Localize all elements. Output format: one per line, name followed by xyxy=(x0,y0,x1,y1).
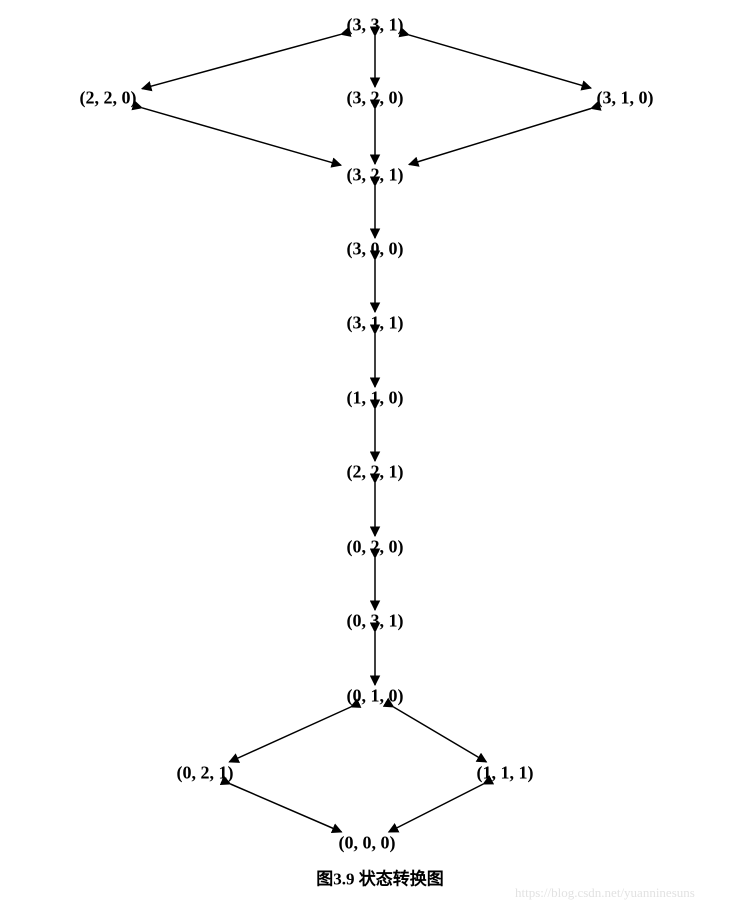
state-node: (3, 1, 1) xyxy=(347,313,404,334)
state-node: (2, 2, 1) xyxy=(347,462,404,483)
state-edge xyxy=(229,707,350,762)
state-node: (1, 1, 0) xyxy=(347,388,404,409)
watermark-text: https://blog.csdn.net/yuanninesuns xyxy=(515,885,695,901)
state-node: (0, 0, 0) xyxy=(339,833,396,854)
state-edge xyxy=(142,34,341,88)
state-edge xyxy=(389,784,484,832)
state-edge xyxy=(394,707,487,762)
state-node: (3, 3, 1) xyxy=(347,15,404,36)
figure-caption: 图3.9 状态转换图 xyxy=(316,865,444,890)
state-node: (3, 2, 1) xyxy=(347,165,404,186)
state-node: (0, 1, 0) xyxy=(347,686,404,707)
state-node: (3, 0, 0) xyxy=(347,239,404,260)
edge-layer xyxy=(0,0,743,903)
state-node: (0, 2, 1) xyxy=(177,763,234,784)
state-node: (1, 1, 1) xyxy=(477,763,534,784)
state-edge xyxy=(409,108,591,164)
state-node: (0, 2, 0) xyxy=(347,537,404,558)
state-edge xyxy=(409,35,591,88)
state-node: (2, 2, 0) xyxy=(80,88,137,109)
state-edge xyxy=(230,784,341,832)
state-node: (0, 3, 1) xyxy=(347,611,404,632)
state-node: (3, 2, 0) xyxy=(347,88,404,109)
state-edge xyxy=(142,108,341,165)
state-node: (3, 1, 0) xyxy=(597,88,654,109)
